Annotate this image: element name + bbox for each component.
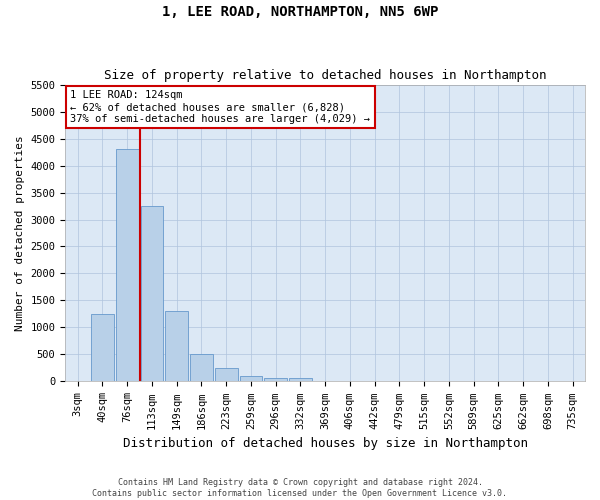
Bar — [264, 378, 287, 382]
Y-axis label: Number of detached properties: Number of detached properties — [15, 135, 25, 331]
Text: 1, LEE ROAD, NORTHAMPTON, NN5 6WP: 1, LEE ROAD, NORTHAMPTON, NN5 6WP — [162, 5, 438, 19]
Text: 1 LEE ROAD: 124sqm
← 62% of detached houses are smaller (6,828)
37% of semi-deta: 1 LEE ROAD: 124sqm ← 62% of detached hou… — [70, 90, 370, 124]
Bar — [116, 150, 139, 382]
X-axis label: Distribution of detached houses by size in Northampton: Distribution of detached houses by size … — [122, 437, 527, 450]
Bar — [165, 312, 188, 382]
Bar — [289, 378, 312, 382]
Title: Size of property relative to detached houses in Northampton: Size of property relative to detached ho… — [104, 69, 547, 82]
Text: Contains HM Land Registry data © Crown copyright and database right 2024.
Contai: Contains HM Land Registry data © Crown c… — [92, 478, 508, 498]
Bar — [140, 206, 163, 382]
Bar — [190, 354, 213, 382]
Bar — [239, 376, 262, 382]
Bar — [215, 368, 238, 382]
Bar — [91, 314, 114, 382]
